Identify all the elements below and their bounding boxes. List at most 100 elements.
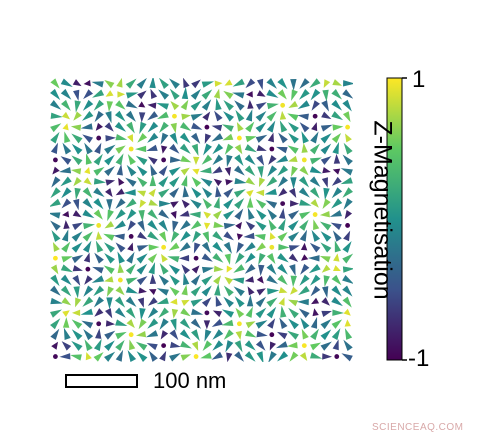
spin-arrow-r14-c10 <box>158 231 167 243</box>
spin-arrow-r19-c12 <box>181 284 188 296</box>
spin-arrow-r24-c22 <box>286 342 298 349</box>
spin-arrow-r7-c4 <box>93 153 103 166</box>
spin-arrow-r12-c5 <box>107 209 114 222</box>
spin-arrow-r21-c7 <box>125 307 136 319</box>
colorbar <box>386 77 407 361</box>
spin-arrow-r1-c5 <box>105 90 114 97</box>
spin-arrow-r18-c20 <box>266 275 279 285</box>
spin-arrow-r22-c9 <box>147 318 159 329</box>
spin-arrow-r10-c13 <box>191 187 202 199</box>
spin-arrow-r5-c10 <box>160 132 169 145</box>
spin-arrow-r6-c8 <box>135 145 147 153</box>
spin-arrow-r14-c15 <box>212 231 224 242</box>
spin-arrow-r3-c10 <box>157 111 169 120</box>
spin-arrow-r22-c25 <box>320 318 332 330</box>
spin-arrow-r6-c0 <box>50 142 58 155</box>
spin-arrow-r22-c27 <box>344 319 351 327</box>
spin-arrow-r25-c10 <box>159 350 167 362</box>
spin-arrow-r4-c18 <box>245 121 255 133</box>
spin-arrow-r24-c15 <box>212 340 224 351</box>
spin-arrow-r18-c15 <box>213 275 222 285</box>
spin-arrow-r9-c1 <box>60 176 72 187</box>
spin-arrow-r21-c20 <box>266 306 277 319</box>
spin-arrow-r9-c17 <box>234 177 247 185</box>
spin-arrow-r10-c18 <box>246 189 254 197</box>
scalebar-label: 100 nm <box>153 368 227 393</box>
spin-arrow-r4-c27 <box>345 124 350 130</box>
spin-arrow-r9-c9 <box>149 174 157 187</box>
spin-arrow-r0-c6 <box>116 78 123 88</box>
spin-arrow-r24-c7 <box>129 339 136 351</box>
spin-arrow-r20-c3 <box>82 296 94 307</box>
spin-arrow-r17-c23 <box>300 263 310 275</box>
spin-arrow-r12-c7 <box>126 209 137 221</box>
spin-arrow-r2-c10 <box>156 103 169 110</box>
spin-arrow-r20-c15 <box>215 295 222 307</box>
spin-arrow-r17-c8 <box>136 263 148 275</box>
spin-arrow-r25-c20 <box>268 351 277 362</box>
spin-arrow-r5-c21 <box>278 132 288 144</box>
spin-arrow-r8-c24 <box>309 166 323 174</box>
spin-arrow-r12-c17 <box>234 208 244 220</box>
spin-arrow-r6-c23 <box>301 143 308 153</box>
spin-arrow-r3-c1 <box>61 111 71 120</box>
spin-arrow-r6-c1 <box>62 142 72 155</box>
spin-arrow-r15-c19 <box>255 242 266 252</box>
spin-arrow-r10-c16 <box>223 187 234 198</box>
spin-arrow-r12-c16 <box>223 210 235 220</box>
spin-arrow-r14-c13 <box>192 230 202 243</box>
spin-arrow-r18-c17 <box>231 277 245 284</box>
spin-arrow-r13-c7 <box>127 220 137 232</box>
spin-arrow-r2-c11 <box>170 101 180 111</box>
spin-arrow-r22-c16 <box>221 319 234 327</box>
spin-arrow-r5-c1 <box>64 131 71 143</box>
spin-arrow-r1-c23 <box>299 88 310 100</box>
spin-arrow-r15-c7 <box>127 242 134 252</box>
spin-arrow-r14-c19 <box>254 234 266 241</box>
spin-arrow-r13-c1 <box>63 220 70 230</box>
spin-arrow-r25-c0 <box>53 354 58 359</box>
spin-arrow-r15-c15 <box>212 241 224 253</box>
spin-arrow-r6-c14 <box>203 143 212 156</box>
spin-arrow-r1-c11 <box>169 88 180 100</box>
spin-arrow-r23-c9 <box>145 330 159 338</box>
spin-arrow-r13-c9 <box>147 220 159 231</box>
spin-arrow-r21-c0 <box>50 309 62 318</box>
spin-arrow-r13-c18 <box>245 221 256 231</box>
spin-arrow-r0-c14 <box>201 81 215 88</box>
spin-arrow-r23-c26 <box>331 328 341 341</box>
colorbar-max-label: 1 <box>412 66 426 93</box>
spin-arrow-r10-c6 <box>115 188 125 196</box>
spin-arrow-r2-c0 <box>50 100 62 110</box>
spin-arrow-r18-c8 <box>136 276 148 286</box>
spin-arrow-r11-c2 <box>73 198 80 211</box>
spin-arrow-r14-c25 <box>320 231 332 242</box>
spin-arrow-r3-c6 <box>114 110 126 122</box>
spin-arrow-r8-c9 <box>150 164 158 177</box>
spin-arrow-r12-c23 <box>299 211 311 220</box>
spin-arrow-r19-c7 <box>125 286 139 294</box>
spin-arrow-r8-c10 <box>158 165 168 177</box>
spin-arrow-r15-c9 <box>148 244 160 251</box>
spin-arrow-r21-c2 <box>71 309 81 317</box>
spin-arrow-r1-c17 <box>232 92 245 99</box>
spin-arrow-r0-c20 <box>266 78 278 89</box>
spin-arrow-r7-c5 <box>104 154 115 166</box>
spin-arrow-r25-c5 <box>104 351 116 362</box>
spin-arrow-r19-c23 <box>298 285 310 296</box>
spin-arrow-r18-c11 <box>169 274 180 286</box>
spin-arrow-r22-c8 <box>138 318 147 330</box>
spin-arrow-r13-c14 <box>203 222 211 230</box>
spin-arrow-r18-c16 <box>224 276 234 285</box>
spin-arrow-r11-c17 <box>234 197 245 210</box>
spin-arrow-r15-c22 <box>288 245 300 252</box>
spin-arrow-r7-c14 <box>201 154 213 165</box>
spin-arrow-r23-c4 <box>95 328 102 339</box>
spin-arrow-r4-c17 <box>236 121 244 132</box>
spin-arrow-r22-c17 <box>236 321 242 327</box>
spin-arrow-r4-c21 <box>279 120 288 133</box>
spin-arrow-r0-c26 <box>332 79 343 86</box>
spin-arrow-r20-c26 <box>331 296 343 307</box>
spin-arrow-r19-c6 <box>115 286 125 296</box>
spin-arrow-r5-c25 <box>320 133 332 144</box>
